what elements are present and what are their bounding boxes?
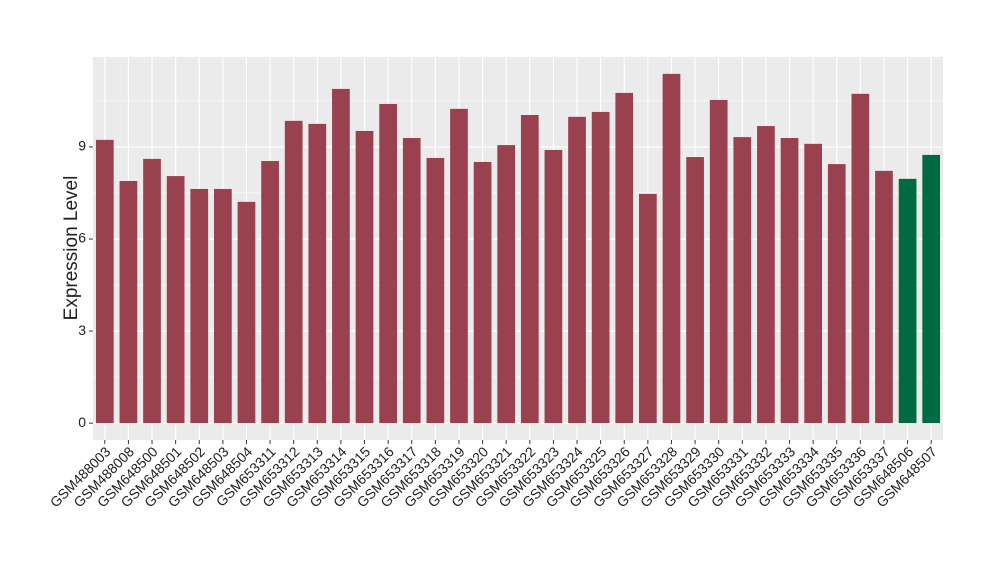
bar	[639, 193, 657, 424]
bar	[686, 157, 704, 424]
bar	[591, 111, 610, 424]
bar	[568, 116, 586, 424]
bar	[875, 170, 893, 424]
bar	[143, 158, 161, 424]
bar	[544, 149, 563, 424]
bar	[261, 161, 279, 424]
bar	[308, 123, 327, 424]
bar	[520, 115, 539, 424]
y-tick-label: 3	[78, 322, 86, 338]
bar	[497, 145, 516, 424]
bar	[332, 88, 350, 424]
bar	[473, 161, 492, 424]
bar	[780, 138, 799, 424]
y-tick-label: 9	[78, 138, 86, 154]
bar	[757, 126, 775, 424]
bar	[119, 180, 138, 424]
bar	[615, 92, 634, 424]
bar	[95, 139, 114, 424]
bar	[379, 103, 397, 424]
y-tick-label: 0	[78, 414, 86, 430]
bar	[709, 99, 728, 424]
bar	[922, 154, 941, 424]
plot-background	[93, 57, 943, 440]
bar	[733, 137, 752, 424]
bar	[450, 108, 468, 424]
y-axis-label: Expression Level	[61, 176, 82, 321]
bar	[237, 201, 256, 424]
bar	[662, 73, 681, 424]
bar	[190, 188, 209, 424]
bar	[827, 164, 846, 424]
bar	[355, 130, 374, 424]
bar	[166, 176, 185, 424]
bar	[851, 93, 870, 424]
bar	[402, 138, 421, 424]
bar	[804, 143, 822, 424]
bar	[898, 178, 917, 424]
bar	[426, 157, 445, 424]
bar	[284, 120, 303, 424]
bar	[214, 188, 232, 424]
y-tick-label: 6	[78, 230, 86, 246]
